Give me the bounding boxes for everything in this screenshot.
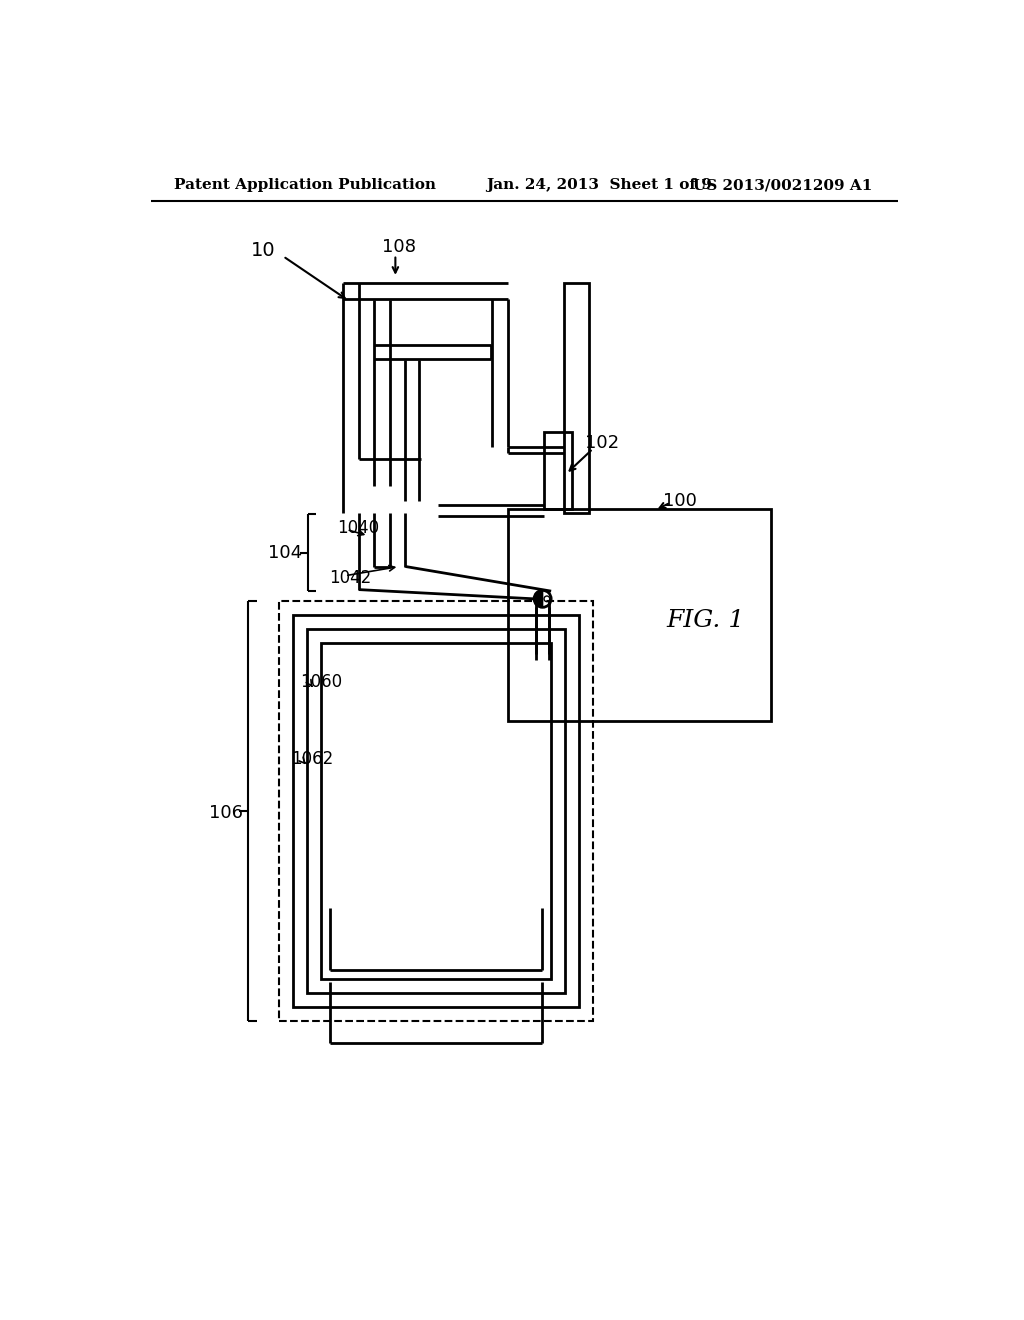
Text: 102: 102 xyxy=(586,434,620,453)
Bar xyxy=(321,643,551,979)
Bar xyxy=(544,432,572,508)
Bar xyxy=(293,615,579,1007)
Text: 1062: 1062 xyxy=(291,750,333,768)
Text: Jan. 24, 2013  Sheet 1 of 9: Jan. 24, 2013 Sheet 1 of 9 xyxy=(486,178,712,193)
Text: 100: 100 xyxy=(663,492,696,510)
Polygon shape xyxy=(535,590,543,607)
Bar xyxy=(508,508,771,721)
Text: 104: 104 xyxy=(268,544,302,561)
Text: Patent Application Publication: Patent Application Publication xyxy=(174,178,436,193)
Text: 1042: 1042 xyxy=(330,569,372,587)
Bar xyxy=(563,284,589,512)
Text: 1040: 1040 xyxy=(337,519,379,537)
Bar xyxy=(307,628,565,993)
Text: 10: 10 xyxy=(251,242,275,260)
Bar xyxy=(280,601,593,1020)
Text: 108: 108 xyxy=(382,238,416,256)
Text: 1060: 1060 xyxy=(300,673,342,690)
Text: 106: 106 xyxy=(209,804,243,822)
Text: FIG. 1: FIG. 1 xyxy=(667,609,744,632)
Text: US 2013/0021209 A1: US 2013/0021209 A1 xyxy=(692,178,872,193)
